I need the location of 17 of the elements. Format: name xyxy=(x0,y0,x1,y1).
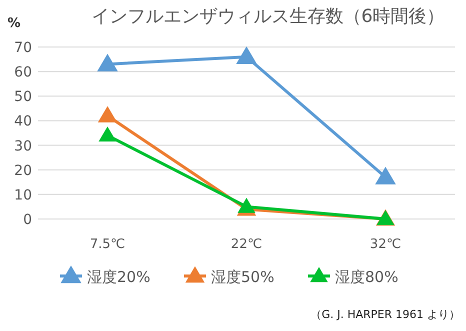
y-tick-label: 70 xyxy=(14,40,32,56)
text: （G. J. HARPER 1961 より） xyxy=(310,308,460,321)
y-tick-label: 30 xyxy=(14,138,32,154)
y-tick-label: 60 xyxy=(14,64,32,81)
y-tick-label: 0 xyxy=(23,212,32,228)
x-tick-label: 32℃ xyxy=(370,237,402,252)
y-tick-label: 50 xyxy=(14,89,32,106)
legend-label: 湿度80% xyxy=(335,268,398,286)
chart-title: インフルエンザウィルス生存数（6時間後） xyxy=(91,6,445,27)
y-tick-label: 20 xyxy=(14,162,32,179)
x-tick-label: 22℃ xyxy=(230,237,262,252)
y-tick-label: 40 xyxy=(14,114,32,130)
y-axis-title: % xyxy=(7,16,21,31)
legend-label: 湿度50% xyxy=(211,268,274,286)
y-tick-label: 10 xyxy=(14,187,32,204)
x-tick-label: 7.5℃ xyxy=(90,237,126,252)
legend-label: 湿度20% xyxy=(87,268,150,286)
